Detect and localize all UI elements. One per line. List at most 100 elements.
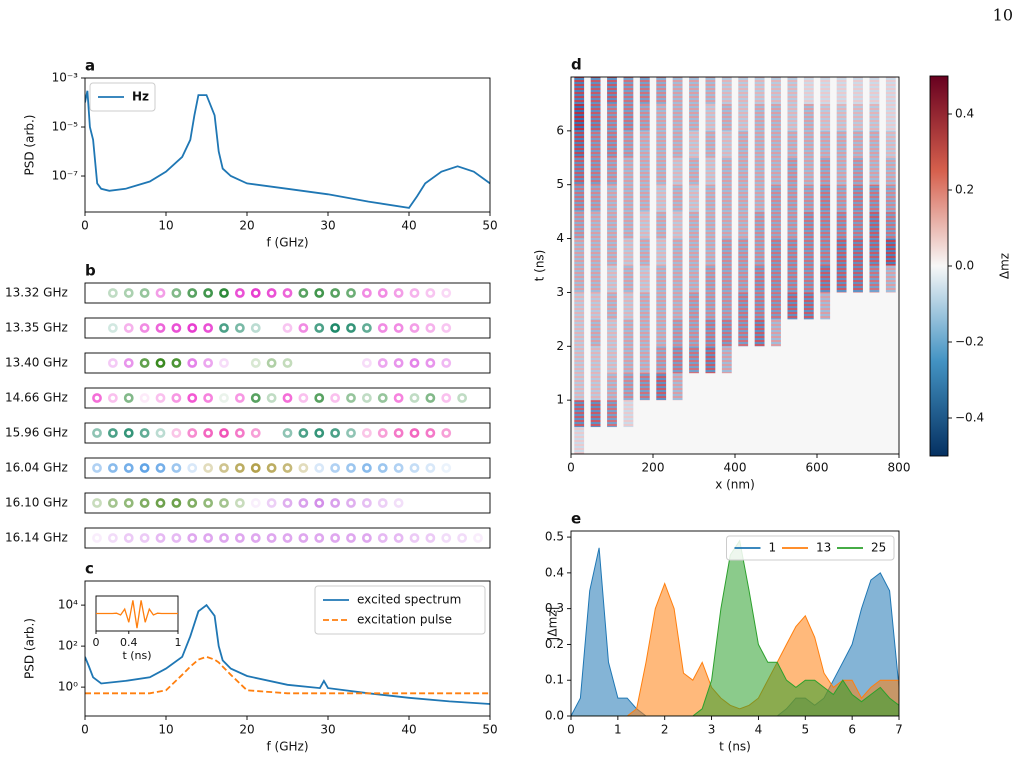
heat-cell — [689, 346, 699, 374]
heat-cell — [623, 130, 634, 158]
mode-dot — [250, 428, 261, 438]
y-tick-label: 0.4 — [545, 565, 564, 579]
mode-dot — [139, 463, 150, 473]
heat-cell — [672, 103, 683, 131]
mode-dot — [330, 428, 341, 438]
mode-dot — [187, 393, 198, 403]
row-box — [84, 282, 491, 304]
legend-label: excitation pulse — [357, 613, 452, 627]
page-number: 10 — [993, 6, 1013, 25]
heat-cell — [754, 238, 765, 266]
heat-cell — [639, 77, 650, 104]
heat-cell — [754, 157, 765, 185]
heat-cell — [869, 157, 880, 185]
x-tick-label: 50 — [482, 219, 497, 233]
mode-dot — [219, 428, 229, 438]
y-tick-label: 4 — [556, 231, 564, 245]
mode-dot — [474, 499, 481, 506]
heat-cell — [771, 157, 781, 185]
heat-cell — [853, 346, 863, 373]
inset-x-tick-label: 0 — [93, 636, 100, 649]
heat-cell — [639, 103, 650, 131]
inset-x-tick-label: 0.4 — [120, 636, 138, 649]
mode-dot — [266, 463, 277, 473]
heat-cell — [623, 211, 634, 239]
mode-dot — [282, 463, 293, 473]
mode-dot — [203, 428, 214, 438]
x-tick-label: 1 — [614, 723, 622, 737]
mode-dot — [139, 533, 150, 543]
colorbar-tick-label: 0.2 — [955, 183, 974, 197]
heat-cell — [853, 400, 863, 427]
mode-dot — [457, 393, 468, 403]
heat-cell — [705, 211, 716, 239]
heat-cell — [656, 238, 667, 266]
heat-cell — [590, 346, 601, 374]
mode-dot — [361, 498, 372, 508]
mode-dot — [441, 358, 452, 368]
colorbar-tick-label: −0.4 — [955, 411, 984, 425]
mode-dot — [474, 359, 481, 366]
heat-cell — [639, 346, 650, 374]
heat-cell — [754, 77, 765, 104]
heat-cell — [623, 157, 634, 185]
x-tick-label: 600 — [806, 461, 829, 475]
heat-cell — [771, 211, 781, 239]
row-box — [84, 527, 491, 549]
legend-label: 1 — [769, 541, 777, 555]
heat-cell — [771, 103, 781, 131]
mode-dot — [330, 498, 341, 508]
mode-dot — [377, 463, 388, 473]
mode-dot — [123, 393, 134, 403]
x-tick-label: 10 — [158, 723, 173, 737]
heat-cell — [689, 238, 699, 266]
mode-dot — [234, 288, 245, 298]
mode-dot — [409, 428, 420, 438]
mode-dot — [203, 463, 214, 473]
mode-dot — [393, 323, 404, 333]
mode-dot — [219, 323, 229, 333]
heat-cell — [656, 130, 667, 158]
heat-cell — [689, 373, 699, 400]
heat-cell — [689, 265, 699, 293]
x-tick-label: 200 — [642, 461, 665, 475]
heat-cell — [656, 346, 667, 374]
heat-cell — [574, 184, 585, 212]
mode-dot — [123, 323, 134, 333]
heat-cell — [705, 319, 716, 347]
heat-cell — [869, 184, 880, 212]
mode-dot — [234, 393, 245, 403]
mode-dot — [107, 463, 118, 473]
heat-cell — [853, 184, 863, 212]
mode-dot — [107, 288, 118, 298]
heat-cell — [591, 427, 601, 454]
mode-dot — [393, 533, 404, 543]
heat-cell — [705, 157, 716, 185]
heat-cell — [836, 211, 847, 239]
heat-cell — [755, 400, 765, 427]
heat-cell — [721, 77, 732, 104]
mode-dot — [123, 428, 134, 438]
x-axis-label: x (nm) — [715, 478, 755, 492]
heat-cell — [820, 184, 831, 212]
heat-cell — [607, 319, 617, 347]
mode-dot — [361, 393, 372, 403]
mode-dot — [155, 428, 166, 438]
heat-cell — [623, 400, 634, 428]
mode-dot — [361, 358, 372, 368]
mode-dot — [171, 533, 182, 543]
legend-label: 13 — [816, 541, 831, 555]
heat-cell — [672, 238, 683, 266]
mode-dot — [93, 324, 100, 331]
heat-cell — [639, 373, 650, 401]
heat-cell — [639, 265, 650, 293]
mode-dot — [330, 288, 341, 298]
heat-cell — [721, 319, 732, 347]
mode-dot — [282, 498, 293, 508]
heat-cell — [787, 103, 798, 131]
legend-box — [314, 585, 486, 635]
heat-cell — [886, 292, 896, 319]
heat-cell — [705, 265, 716, 293]
heat-cell — [590, 184, 601, 212]
mode-dot — [409, 393, 420, 403]
